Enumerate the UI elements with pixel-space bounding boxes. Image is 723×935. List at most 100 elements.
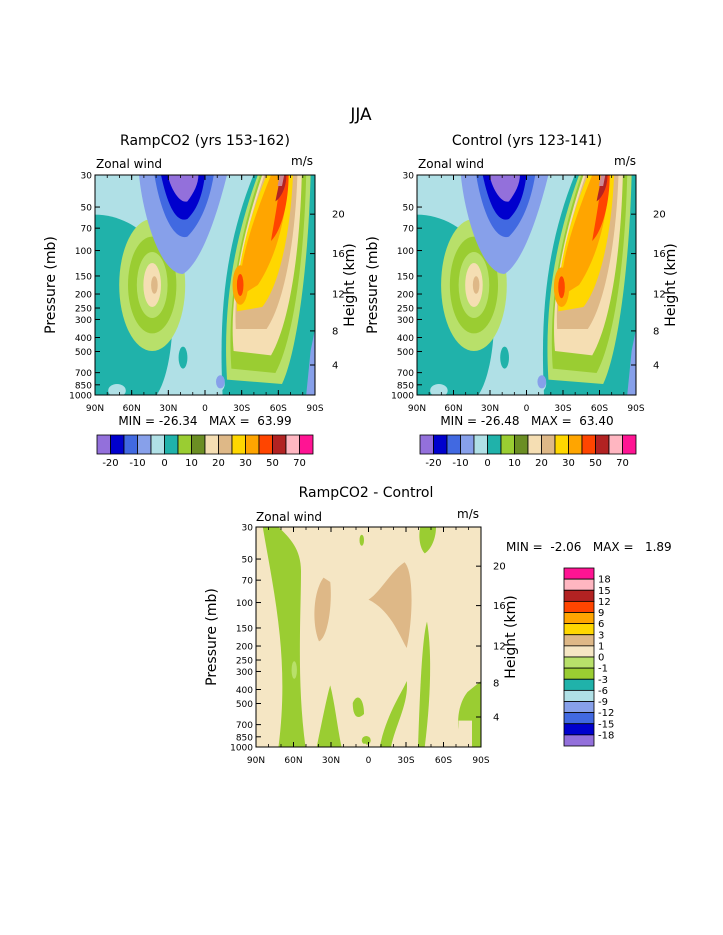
x-tick-label: 0 [524, 404, 530, 414]
contour-band [361, 736, 371, 745]
x-tick-label: 90S [472, 756, 489, 766]
colorbar-swatch [150, 434, 165, 455]
y2-tick-label: 12 [653, 290, 666, 301]
contour-band [627, 329, 636, 395]
variable-label: Zonal wind [418, 157, 484, 171]
page-title: JJA [349, 105, 372, 125]
panel-rampco2: RampCO2 (yrs 153-162) Zonal wind m/s 30 5… [43, 133, 358, 469]
contour-band [239, 175, 289, 296]
colorbar-swatch [568, 434, 583, 455]
colorbar-swatch [541, 434, 556, 455]
colorbar-swatch [554, 434, 569, 455]
contour-band [216, 375, 225, 389]
contour-band [379, 681, 408, 747]
y2-tick-label: 12 [493, 642, 506, 653]
y-tick-label: 850 [75, 381, 92, 391]
y2-tick-label: 4 [653, 361, 659, 372]
colorbar-label: 0 [598, 653, 604, 664]
contour-band [368, 562, 412, 648]
colorbar-swatch [563, 645, 595, 658]
y-tick-label: 400 [397, 334, 414, 344]
colorbar-swatch [595, 434, 610, 455]
colorbar-swatch [563, 600, 595, 613]
colorbar-swatch [563, 623, 595, 636]
y-tick-label: 850 [397, 381, 414, 391]
y-tick-label: 700 [236, 721, 253, 731]
y-tick-label: 200 [236, 643, 253, 653]
contour-band [352, 697, 364, 718]
y2-tick-label: 20 [653, 210, 666, 221]
y-tick-label: 850 [236, 733, 253, 743]
colorbar-swatch [563, 734, 595, 747]
y-tick-label: 50 [81, 204, 93, 214]
variable-label: Zonal wind [96, 157, 162, 171]
colorbar-swatch [177, 434, 192, 455]
panel-title: Control (yrs 123-141) [452, 133, 602, 149]
colorbar-label: 18 [598, 575, 611, 586]
x-tick-label: 0 [366, 756, 372, 766]
x-tick-label: 90N [86, 404, 104, 414]
x-tick-label: 30S [554, 404, 571, 414]
contour-band [419, 527, 436, 554]
x-tick-label: 90N [247, 756, 265, 766]
contour-band [236, 274, 244, 296]
y-tick-label: 150 [397, 272, 414, 282]
axes: 3050701001502002503004005007008501000481… [365, 172, 679, 415]
colorbar-label: -20 [102, 458, 118, 469]
min-max-label: MIN = -26.34 MAX = 63.99 [118, 414, 291, 428]
colorbar-swatch [527, 434, 542, 455]
y-tick-label: 50 [403, 204, 415, 214]
colorbar-label: 20 [212, 458, 225, 469]
y-tick-label: 250 [75, 305, 92, 315]
colorbar-label: 3 [598, 630, 604, 641]
colorbar-label: 20 [535, 458, 548, 469]
colorbar-label: -10 [129, 458, 145, 469]
colorbar-label: 70 [293, 458, 306, 469]
y-tick-label: 1000 [69, 392, 92, 402]
axes: 3050701001502002503004005007008501000481… [204, 524, 519, 767]
colorbar-label: 50 [266, 458, 279, 469]
contour-band [151, 276, 158, 294]
colorbar-label: 0 [161, 458, 167, 469]
y2-tick-label: 16 [332, 249, 345, 260]
colorbar-swatch [218, 434, 233, 455]
x-tick-label: 30N [159, 404, 177, 414]
y2-tick-label: 8 [653, 326, 659, 337]
colorbar-swatch [96, 434, 111, 455]
y-tick-label: 70 [81, 225, 93, 235]
x-tick-label: 60S [270, 404, 287, 414]
contour-band [472, 276, 480, 294]
colorbar-swatch [460, 434, 475, 455]
colorbar-label: 70 [616, 458, 629, 469]
x-tick-label: 60N [123, 404, 141, 414]
colorbar: -20 -10 0 10 20 30 50 70 [419, 434, 637, 469]
colorbar-swatch [204, 434, 219, 455]
variable-label: Zonal wind [256, 510, 322, 524]
contour-band [108, 384, 126, 395]
colorbar-swatch [123, 434, 138, 455]
colorbar-swatch [285, 434, 300, 455]
colorbar-swatch [137, 434, 152, 455]
colorbar-label: -6 [598, 686, 608, 697]
colorbar-swatch [419, 434, 434, 455]
x-tick-label: 90S [627, 404, 644, 414]
colorbar-label: 30 [562, 458, 575, 469]
contour-band [489, 175, 520, 202]
contour-band [418, 621, 431, 747]
y-axis-label: Pressure (mb) [43, 236, 59, 334]
colorbar-label: 0 [484, 458, 490, 469]
colorbar-swatch [446, 434, 461, 455]
x-tick-label: 60S [435, 756, 452, 766]
colorbar-swatch [433, 434, 448, 455]
y-tick-label: 300 [75, 316, 92, 326]
contour-band [167, 175, 199, 202]
y-tick-label: 100 [236, 599, 253, 609]
contour-band [359, 534, 364, 546]
x-tick-label: 30S [397, 756, 414, 766]
colorbar-swatch [563, 701, 595, 714]
colorbar-swatch [258, 434, 273, 455]
contour-band [277, 175, 285, 186]
contour-band [592, 175, 610, 241]
y2-tick-label: 20 [332, 210, 345, 221]
y2-axis-label: Height (km) [342, 243, 358, 326]
